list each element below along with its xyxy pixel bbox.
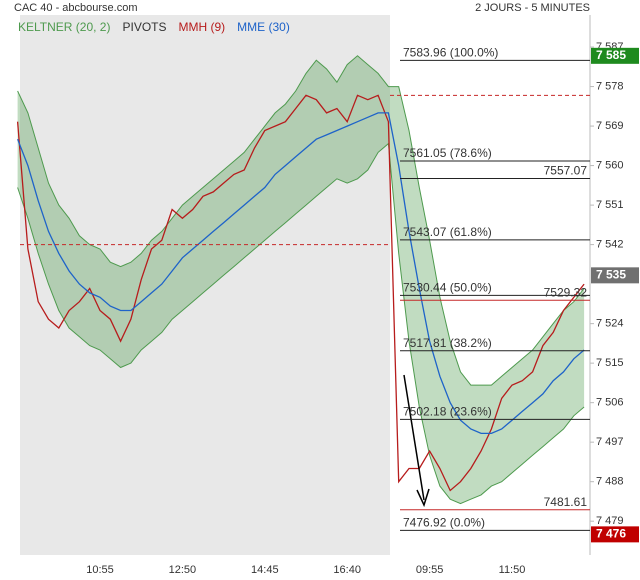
price-tag: [591, 267, 639, 284]
fib-label: 7517.81 (38.2%): [403, 336, 492, 350]
y-tick-label: 7 560: [596, 159, 624, 171]
level-label: 7557.07: [544, 164, 588, 178]
y-tick-label: 7 578: [596, 80, 624, 92]
band-edge: [17, 55, 585, 386]
legend-item: KELTNER (20, 2): [18, 20, 110, 34]
fib-label: 7502.18 (23.6%): [403, 405, 492, 419]
band-edge: [17, 142, 585, 505]
y-tick-label: 7 542: [596, 239, 624, 251]
price-tag-label: 7 476: [596, 527, 626, 541]
y-tick-label: 7 506: [596, 397, 624, 409]
level-label: 7529.32: [544, 285, 588, 299]
arrow-annotation: [403, 374, 430, 508]
x-tick-label: 16:40: [333, 564, 361, 576]
y-tick-label: 7 569: [596, 120, 624, 132]
fib-label: 7543.07 (61.8%): [403, 225, 492, 239]
y-tick-label: 7 479: [596, 515, 624, 527]
y-tick-label: 7 524: [596, 318, 624, 330]
fib-label: 7476.92 (0.0%): [403, 515, 485, 529]
chart-title: CAC 40 - abcbourse.com: [14, 2, 138, 14]
fib-label: 7561.05 (78.6%): [403, 146, 492, 160]
legend-item: MMH (9): [179, 20, 226, 34]
legend-item: MME (30): [237, 20, 290, 34]
fib-label: 7530.44 (50.0%): [403, 281, 492, 295]
day-background: [20, 15, 390, 555]
y-tick-label: 7 497: [596, 436, 624, 448]
x-tick-label: 09:55: [416, 564, 444, 576]
fib-label: 7583.96 (100.0%): [403, 46, 498, 60]
y-tick-label: 7 551: [596, 199, 624, 211]
price-tag: [591, 526, 639, 543]
price-tag-label: 7 535: [596, 268, 626, 282]
x-tick-label: 14:45: [251, 564, 279, 576]
series-line: [16, 94, 585, 492]
price-tag: [591, 47, 639, 64]
day-background: [390, 15, 590, 555]
y-tick-label: 7 515: [596, 357, 624, 369]
legend-item: PIVOTS: [122, 20, 166, 34]
x-tick-label: 10:55: [86, 564, 114, 576]
level-label: 7481.61: [544, 495, 588, 509]
price-tag-label: 7 585: [596, 48, 626, 62]
y-tick-label: 7 488: [596, 476, 624, 488]
series-line: [16, 112, 585, 435]
chart-subtitle: 2 JOURS - 5 MINUTES: [475, 2, 590, 14]
x-tick-label: 11:50: [499, 564, 526, 576]
band-fill: [17, 55, 585, 504]
x-tick-label: 12:50: [169, 564, 197, 576]
